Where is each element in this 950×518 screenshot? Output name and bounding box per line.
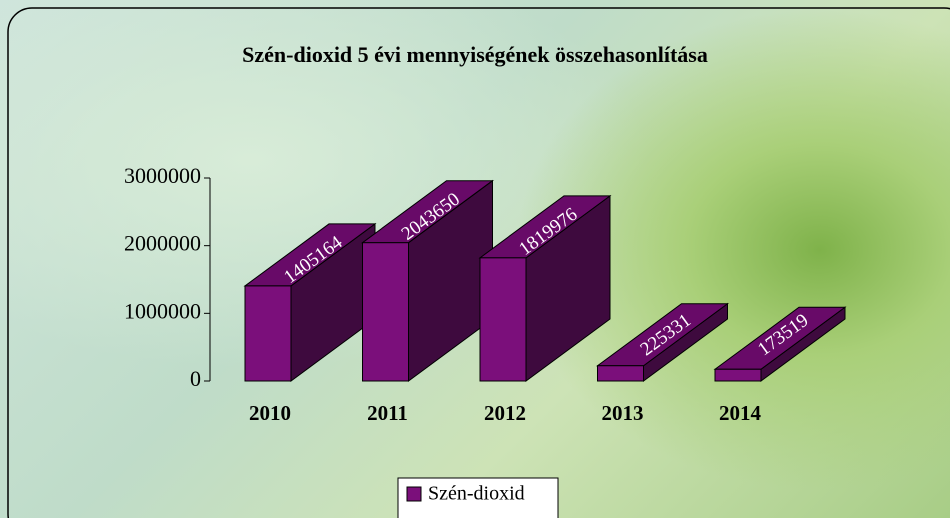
- x-tick-label: 2012: [484, 401, 526, 425]
- chart-title: Szén-dioxid 5 évi mennyiségének összehas…: [242, 42, 708, 67]
- legend-box: [397, 477, 559, 518]
- x-tick-label: 2011: [367, 401, 408, 425]
- bar-front: [362, 242, 409, 382]
- y-tick-label: 2000000: [124, 231, 201, 256]
- bar-front: [244, 285, 292, 382]
- y-tick-label: 1000000: [124, 298, 201, 323]
- x-tick-label: 2014: [719, 401, 762, 425]
- y-tick-label: 0: [190, 366, 201, 391]
- legend: Szén-dioxid: [397, 477, 559, 518]
- legend-label: Szén-dioxid: [428, 483, 525, 505]
- y-tick-label: 3000000: [124, 163, 201, 188]
- bar-front: [479, 257, 527, 382]
- x-tick-label: 2010: [249, 401, 291, 425]
- chart-frame: [7, 7, 950, 518]
- bar-front: [714, 368, 762, 382]
- x-tick-label: 2013: [602, 401, 644, 425]
- legend-swatch: [406, 486, 422, 502]
- bar-front: [597, 365, 644, 382]
